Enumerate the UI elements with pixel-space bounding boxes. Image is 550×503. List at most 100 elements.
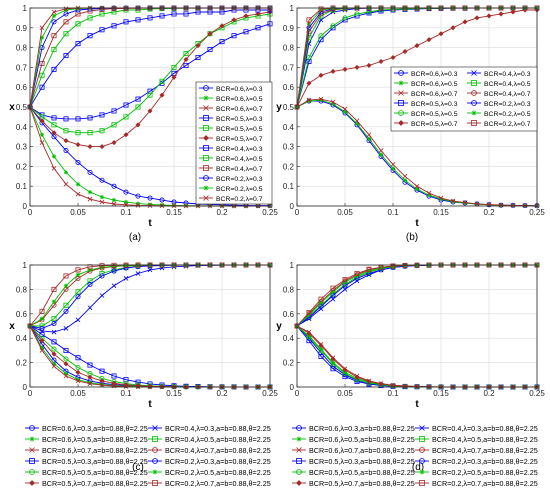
data-point bbox=[99, 368, 105, 374]
y-tick-label: 0.7 bbox=[16, 63, 28, 72]
data-point bbox=[99, 27, 105, 33]
legend: BCR=0.6,λ=0.3 BCR=0.6,λ=0.5 BCR=0.6,λ=0.7 B… bbox=[195, 81, 273, 205]
data-point bbox=[159, 92, 165, 98]
data-point bbox=[135, 271, 141, 276]
legend-item: BCR=0.5,λ=0.3 bbox=[199, 115, 263, 123]
legend-label: BCR=0.4,λ=0.7,a=b=0.88,θ=2.25 bbox=[165, 446, 271, 455]
data-point bbox=[51, 115, 57, 121]
data-point bbox=[414, 187, 420, 192]
legend-marker bbox=[152, 458, 158, 464]
data-point bbox=[510, 203, 516, 208]
legend-marker bbox=[296, 469, 302, 475]
legend-marker bbox=[203, 105, 209, 111]
data-point bbox=[306, 98, 312, 104]
data-point bbox=[402, 178, 408, 183]
data-point bbox=[51, 154, 57, 159]
data-point bbox=[390, 263, 396, 269]
y-tick-label: 0.9 bbox=[16, 24, 28, 33]
y-tick-label: 0.7 bbox=[283, 63, 295, 72]
x-tick-label: 0.05 bbox=[337, 389, 353, 398]
data-point bbox=[378, 58, 384, 64]
data-point bbox=[207, 47, 213, 53]
legend-label: BCR=0.4,λ=0.7 bbox=[484, 91, 531, 98]
data-point bbox=[330, 360, 336, 365]
data-point bbox=[75, 41, 81, 47]
legend-item: BCR=0.4,λ=0.7 bbox=[199, 165, 263, 173]
data-point bbox=[390, 264, 396, 269]
y-tick-label: 0 bbox=[290, 383, 295, 392]
x-tick-label: 0.2 bbox=[216, 208, 228, 217]
data-point bbox=[111, 380, 117, 386]
data-point bbox=[99, 128, 105, 134]
data-point bbox=[51, 47, 57, 53]
legend-marker bbox=[471, 120, 477, 126]
x-axis-label: t bbox=[148, 218, 152, 229]
data-point bbox=[39, 140, 45, 146]
data-point bbox=[159, 13, 165, 19]
legend-label: BCR=0.6,λ=0.7 bbox=[411, 91, 458, 98]
data-point bbox=[51, 361, 57, 366]
data-point bbox=[63, 283, 69, 288]
data-point bbox=[75, 369, 81, 375]
data-point bbox=[438, 195, 444, 201]
data-point bbox=[147, 15, 153, 21]
data-point bbox=[426, 190, 432, 196]
data-point bbox=[39, 60, 45, 66]
legend-item: BCR=0.6,λ=0.7,a=b=0.88,θ=2.25 bbox=[292, 446, 415, 455]
data-point bbox=[75, 377, 81, 382]
legend-item: BCR=0.2,λ=0.3 bbox=[467, 100, 531, 108]
data-point bbox=[51, 351, 57, 357]
data-point bbox=[111, 122, 117, 128]
legend-marker bbox=[471, 110, 477, 116]
data-point bbox=[87, 362, 93, 368]
legend-item: BCR=0.5,λ=0.7,a=b=0.88,θ=2.25 bbox=[25, 479, 148, 488]
y-tick-label: 0.8 bbox=[283, 44, 295, 53]
data-point bbox=[330, 366, 336, 372]
legend-item: BCR=0.5,λ=0.5 bbox=[199, 125, 263, 133]
data-point bbox=[51, 329, 57, 335]
data-point bbox=[63, 19, 69, 25]
data-point bbox=[87, 380, 93, 385]
data-point bbox=[63, 31, 69, 37]
series-line-5 bbox=[29, 13, 271, 134]
legend-label: BCR=0.6,λ=0.5,a=b=0.88,θ=2.25 bbox=[309, 435, 415, 444]
data-point bbox=[354, 118, 360, 124]
legend-marker bbox=[296, 480, 302, 486]
data-point bbox=[51, 33, 57, 39]
data-point bbox=[99, 144, 105, 150]
y-tick-label: 0 bbox=[23, 202, 28, 211]
y-tick-label: 1 bbox=[290, 261, 295, 270]
data-point bbox=[306, 80, 312, 86]
data-point bbox=[75, 182, 81, 187]
series-line-1 bbox=[29, 106, 270, 207]
data-point bbox=[63, 273, 69, 279]
data-point bbox=[99, 112, 105, 118]
data-point bbox=[183, 11, 189, 17]
series-line-4 bbox=[29, 23, 271, 120]
data-point bbox=[51, 286, 57, 292]
legend-item: BCR=0.2,λ=0.5,a=b=0.88,θ=2.25 bbox=[415, 468, 538, 477]
data-point bbox=[111, 183, 117, 189]
data-point bbox=[390, 54, 396, 61]
legend-item: BCR=0.5,λ=0.3,a=b=0.88,θ=2.25 bbox=[25, 457, 148, 466]
legend-marker bbox=[419, 469, 425, 475]
data-point bbox=[39, 345, 45, 351]
chart-panel-2: 0 0.05 0.1 0.15 0.2 0.25 0 0.1 0.2 0.3 0.4 0.5 0.6 0.… bbox=[276, 4, 545, 243]
data-point bbox=[306, 330, 312, 336]
legend-marker bbox=[471, 80, 477, 86]
legend-marker bbox=[203, 115, 209, 121]
data-point bbox=[306, 21, 312, 26]
data-point bbox=[147, 267, 153, 273]
legend-item: BCR=0.2,λ=0.3 bbox=[199, 175, 263, 183]
data-point bbox=[39, 308, 45, 314]
legend-marker bbox=[203, 85, 209, 91]
data-point bbox=[39, 132, 45, 137]
data-point bbox=[366, 62, 372, 68]
data-point bbox=[159, 78, 165, 84]
data-point bbox=[450, 198, 456, 204]
data-point bbox=[318, 97, 324, 103]
x-tick-label: 0 bbox=[295, 389, 300, 398]
legend-marker bbox=[471, 70, 477, 76]
data-point bbox=[330, 68, 336, 74]
legend-item: BCR=0.4,λ=0.5 bbox=[467, 80, 531, 88]
